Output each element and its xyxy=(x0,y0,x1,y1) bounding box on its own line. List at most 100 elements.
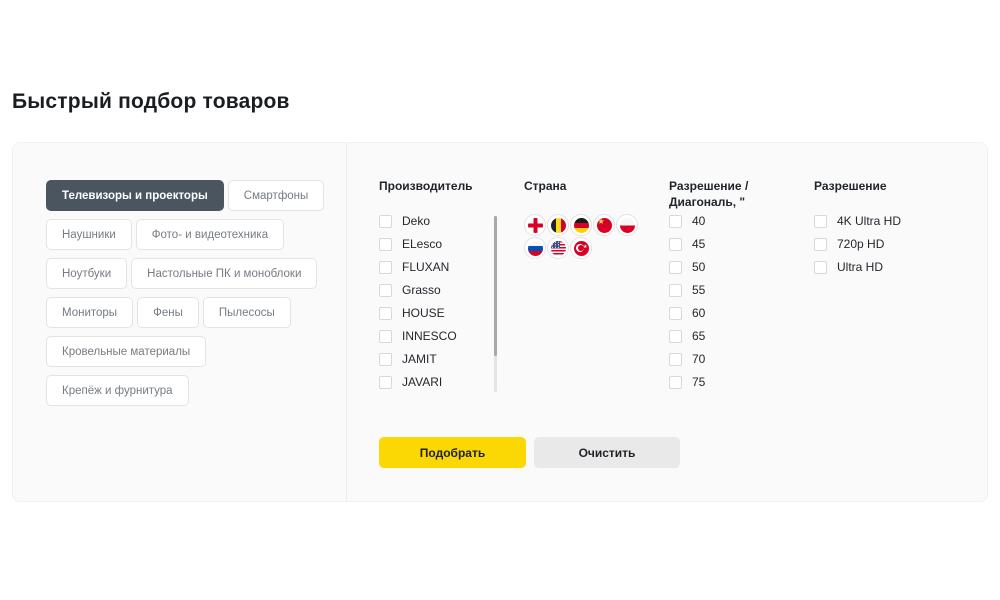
checkbox-label: INNESCO xyxy=(402,329,457,343)
checkbox-label: FLUXAN xyxy=(402,260,450,274)
checkbox-label: Deko xyxy=(402,214,431,228)
checkbox-option[interactable]: 65 xyxy=(669,329,814,343)
checkbox-option[interactable]: 70 xyxy=(669,352,814,366)
checkbox[interactable] xyxy=(379,260,392,274)
checkbox-option[interactable]: Deko xyxy=(379,214,524,228)
checkbox[interactable] xyxy=(669,375,682,389)
resolution-diagonal-header-line1: Разрешение / xyxy=(669,179,749,193)
manufacturer-scrollbar[interactable] xyxy=(494,216,497,392)
flag-england-icon[interactable] xyxy=(524,214,546,236)
checkbox[interactable] xyxy=(669,329,682,343)
category-button[interactable]: Настольные ПК и моноблоки xyxy=(131,258,318,289)
checkbox-label: 50 xyxy=(692,260,706,274)
scrollbar-thumb[interactable] xyxy=(494,216,497,356)
checkbox[interactable] xyxy=(379,306,392,320)
checkbox[interactable] xyxy=(814,214,827,228)
country-header: Страна xyxy=(524,179,567,193)
checkbox-label: 720p HD xyxy=(837,237,885,251)
flag-germany-icon[interactable] xyxy=(570,214,592,236)
flag-poland-icon[interactable] xyxy=(616,214,638,236)
category-button[interactable]: Фото- и видеотехника xyxy=(135,219,285,250)
checkbox[interactable] xyxy=(379,375,392,389)
flag-china-image: ★ xyxy=(596,217,612,233)
checkbox[interactable] xyxy=(379,352,392,366)
category-row: Наушники Фото- и видеотехника xyxy=(46,219,346,250)
flag-turkey-icon[interactable]: ★ xyxy=(570,237,592,259)
checkbox[interactable] xyxy=(379,329,392,343)
filter-column-country: Страна ★ ★ xyxy=(524,179,669,398)
clear-button[interactable]: Очистить xyxy=(534,437,680,468)
category-button[interactable]: Пылесосы xyxy=(202,297,291,328)
checkbox-label: 4K Ultra HD xyxy=(837,214,902,228)
category-button[interactable]: Фены xyxy=(137,297,199,328)
checkbox-option[interactable]: Grasso xyxy=(379,283,524,297)
checkbox-label: Grasso xyxy=(402,283,441,297)
checkbox-option[interactable]: 55 xyxy=(669,283,814,297)
category-button[interactable]: Смартфоны xyxy=(227,180,325,211)
checkbox[interactable] xyxy=(669,214,682,228)
category-button[interactable]: Телевизоры и проекторы xyxy=(46,180,224,211)
flag-england-image xyxy=(527,217,543,233)
checkbox-label: JAMIT xyxy=(402,352,437,366)
checkbox-label: HOUSE xyxy=(402,306,445,320)
checkbox[interactable] xyxy=(669,306,682,320)
section-divider xyxy=(346,143,347,501)
category-button[interactable]: Ноутбуки xyxy=(46,258,128,289)
checkbox[interactable] xyxy=(379,283,392,297)
flag-russia-icon[interactable] xyxy=(524,237,546,259)
checkbox[interactable] xyxy=(669,283,682,297)
flag-china-icon[interactable]: ★ xyxy=(593,214,615,236)
checkbox[interactable] xyxy=(814,237,827,251)
manufacturer-options: Deko ELesco FLUXAN Grasso HOUSE INNESCO JAMIT J… xyxy=(379,214,524,389)
checkbox-option[interactable]: JAMIT xyxy=(379,352,524,366)
checkbox-option[interactable]: HOUSE xyxy=(379,306,524,320)
category-button[interactable]: Крепёж и фурнитура xyxy=(46,375,189,406)
checkbox-label: 55 xyxy=(692,283,706,297)
flag-poland-image xyxy=(619,217,635,233)
checkbox-option[interactable]: 4K Ultra HD xyxy=(814,214,959,228)
checkbox-option[interactable]: INNESCO xyxy=(379,329,524,343)
submit-button[interactable]: Подобрать xyxy=(379,437,526,468)
checkbox[interactable] xyxy=(669,260,682,274)
checkbox[interactable] xyxy=(379,214,392,228)
checkbox-option[interactable]: 75 xyxy=(669,375,814,389)
category-row: Мониторы Фены Пылесосы xyxy=(46,297,346,328)
resolution-options: 4K Ultra HD 720p HD Ultra HD xyxy=(814,214,959,274)
checkbox[interactable] xyxy=(379,237,392,251)
category-row: Ноутбуки Настольные ПК и моноблоки xyxy=(46,258,346,289)
checkbox-label: 70 xyxy=(692,352,706,366)
flag-belgium-image xyxy=(550,217,566,233)
checkbox-option[interactable]: FLUXAN xyxy=(379,260,524,274)
category-button[interactable]: Наушники xyxy=(46,219,132,250)
checkbox[interactable] xyxy=(669,352,682,366)
resolution-header: Разрешение xyxy=(814,179,887,193)
checkbox-option[interactable]: JAVARI xyxy=(379,375,524,389)
category-rows: Телевизоры и проекторы Смартфоны Наушники Ф… xyxy=(46,180,346,406)
page-title: Быстрый подбор товаров xyxy=(12,90,290,113)
flag-usa-image xyxy=(550,240,566,256)
checkbox-option[interactable]: Ultra HD xyxy=(814,260,959,274)
resolution-diagonal-header-line2: Диагональ, " xyxy=(669,194,746,209)
category-button[interactable]: Кровельные материалы xyxy=(46,336,207,367)
checkbox-option[interactable]: 50 xyxy=(669,260,814,274)
checkbox-label: 60 xyxy=(692,306,706,320)
checkbox-option[interactable]: ELesco xyxy=(379,237,524,251)
flag-turkey-image: ★ xyxy=(573,240,589,256)
filter-column-resolution-diagonal: Разрешение / Диагональ, " 40 45 50 55 60 65 70… xyxy=(669,179,814,398)
flag-usa-icon[interactable] xyxy=(547,237,569,259)
category-button[interactable]: Мониторы xyxy=(46,297,134,328)
checkbox-option[interactable]: 720p HD xyxy=(814,237,959,251)
manufacturer-header: Производитель xyxy=(379,179,473,193)
checkbox-option[interactable]: 45 xyxy=(669,237,814,251)
flag-belgium-icon[interactable] xyxy=(547,214,569,236)
filter-columns: Производитель Deko ELesco FLUXAN Grasso HOUS… xyxy=(379,179,959,398)
checkbox-option[interactable]: 40 xyxy=(669,214,814,228)
checkbox[interactable] xyxy=(814,260,827,274)
checkbox-label: 65 xyxy=(692,329,706,343)
checkbox[interactable] xyxy=(669,237,682,251)
checkbox-label: JAVARI xyxy=(402,375,443,389)
checkbox-label: 40 xyxy=(692,214,706,228)
filter-column-manufacturer: Производитель Deko ELesco FLUXAN Grasso HOUS… xyxy=(379,179,524,398)
checkbox-option[interactable]: 60 xyxy=(669,306,814,320)
checkbox-label: 75 xyxy=(692,375,706,389)
